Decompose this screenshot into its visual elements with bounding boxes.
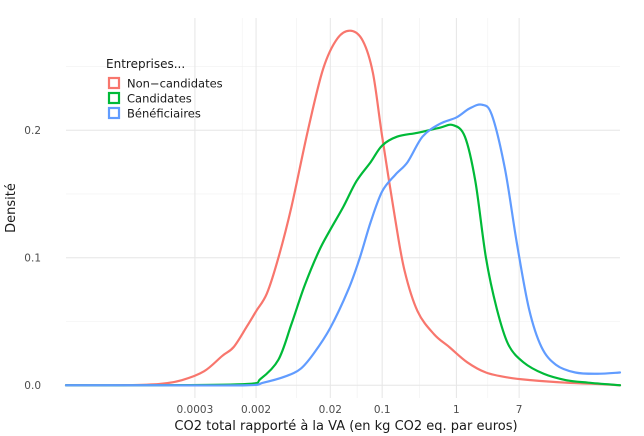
legend-key-1 [107, 91, 121, 105]
y-axis-title: Densité [4, 183, 19, 233]
y-tick-label: 0.0 [24, 380, 41, 392]
x-tick-label: 0.002 [241, 404, 271, 416]
x-tick-label: 0.1 [374, 404, 391, 416]
legend-label-1: Candidates [127, 92, 192, 106]
x-tick-label: 0.0003 [177, 404, 214, 416]
x-tick-label: 1 [453, 404, 460, 416]
grid [66, 18, 620, 398]
y-axis-ticks: 0.0 0.1 0.2 [24, 125, 41, 392]
density-curve-0 [64, 29, 622, 387]
density-curve-2 [64, 103, 622, 387]
x-tick-label: 0.02 [319, 404, 342, 416]
legend-title: Entreprises... [106, 57, 185, 71]
x-tick-label: 7 [516, 404, 523, 416]
legend-key-2 [107, 106, 121, 120]
legend: Entreprises... Non−candidatesCandidatesB… [106, 57, 223, 121]
density-curves [64, 29, 622, 387]
legend-key-0 [107, 76, 121, 90]
x-axis-title: CO2 total rapporté à la VA (en kg CO2 eq… [174, 419, 517, 434]
legend-label-0: Non−candidates [127, 77, 223, 91]
legend-label-2: Bénéficiaires [127, 107, 201, 121]
density-curve-1 [64, 123, 622, 387]
y-tick-label: 0.2 [24, 125, 41, 137]
x-axis-ticks: 0.0003 0.002 0.02 0.1 1 7 [177, 404, 523, 416]
y-tick-label: 0.1 [24, 253, 41, 265]
